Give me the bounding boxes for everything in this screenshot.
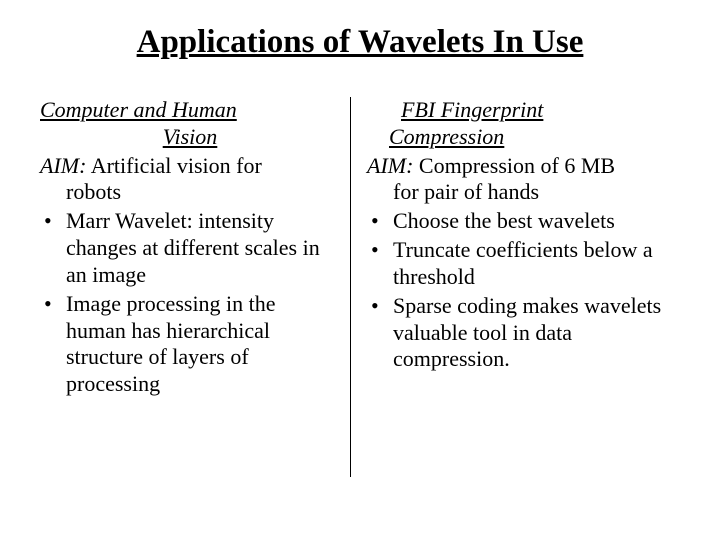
left-aim-text-2: robots xyxy=(40,179,340,206)
left-bullets: Marr Wavelet: intensity changes at diffe… xyxy=(40,208,340,398)
right-aim-text-2: for pair of hands xyxy=(367,179,667,206)
right-column: FBI Fingerprint Compression AIM: Compres… xyxy=(351,97,667,375)
right-aim: AIM: Compression of 6 MB for pair of han… xyxy=(367,153,667,207)
list-item: Truncate coefficients below a threshold xyxy=(367,237,667,291)
left-aim: AIM: Artificial vision for robots xyxy=(40,153,340,207)
list-item: Image processing in the human has hierar… xyxy=(40,291,340,398)
slide-title: Applications of Wavelets In Use xyxy=(40,24,680,61)
left-aim-label: AIM: xyxy=(40,153,86,178)
right-subtitle-line2: Compression xyxy=(367,124,667,151)
list-item: Choose the best wavelets xyxy=(367,208,667,235)
left-subtitle-line2: Vision xyxy=(40,124,340,151)
left-column: Computer and Human Vision AIM: Artificia… xyxy=(40,97,350,400)
left-subtitle-line1: Computer and Human xyxy=(40,97,340,124)
list-item: Sparse coding makes wavelets valuable to… xyxy=(367,293,667,373)
right-aim-text-1: Compression of 6 MB xyxy=(413,153,615,178)
right-aim-label: AIM: xyxy=(367,153,413,178)
slide: Applications of Wavelets In Use Computer… xyxy=(0,0,720,540)
right-bullets: Choose the best wavelets Truncate coeffi… xyxy=(367,208,667,373)
list-item: Marr Wavelet: intensity changes at diffe… xyxy=(40,208,340,288)
right-subtitle-line1: FBI Fingerprint xyxy=(367,97,667,124)
left-aim-text-1: Artificial vision for xyxy=(86,153,261,178)
columns: Computer and Human Vision AIM: Artificia… xyxy=(40,97,680,477)
